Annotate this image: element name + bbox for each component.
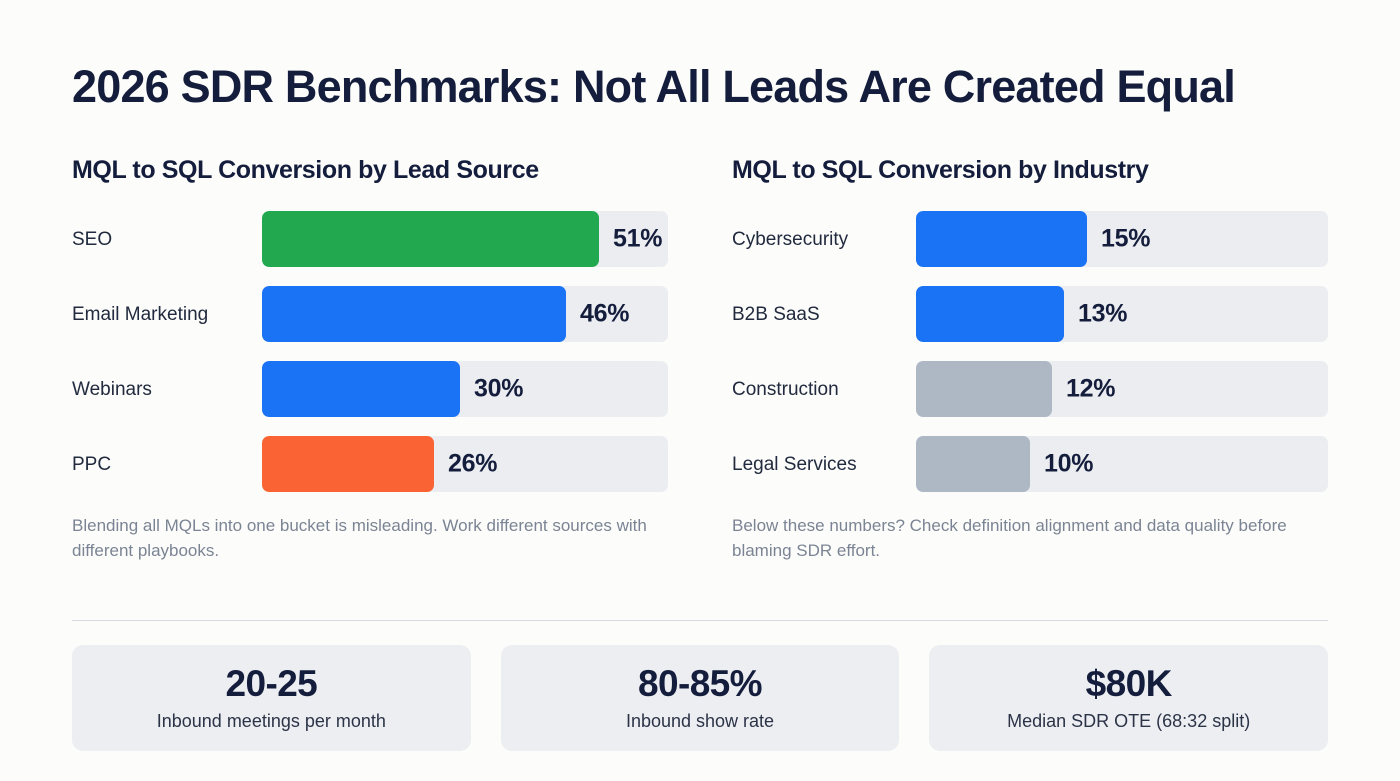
bar-category-label: Email Marketing (72, 303, 209, 325)
bar-fill (262, 211, 599, 268)
bar-track: 13% (916, 286, 1328, 343)
bar-track: 10% (916, 436, 1328, 493)
chart-industry: MQL to SQL Conversion by Industry Cybers… (732, 156, 1328, 562)
bar-row: Webinars 30% (72, 361, 668, 418)
bar-row: B2B SaaS 13% (732, 286, 1328, 343)
bar-row: Construction 12% (732, 361, 1328, 418)
bar-category-label: Cybersecurity (732, 228, 849, 250)
section-divider (72, 620, 1328, 621)
bar-track: 30% (262, 361, 668, 418)
bar-fill (916, 361, 1052, 418)
bar-fill (262, 361, 460, 418)
bar-fill (262, 436, 434, 493)
bar-category-label: Construction (732, 378, 839, 400)
bar-value-label: 10% (1044, 449, 1094, 478)
bar-track: 46% (262, 286, 668, 343)
stat-label: Inbound show rate (625, 710, 775, 731)
chart-lead-source: MQL to SQL Conversion by Lead Source SEO… (72, 156, 668, 562)
stat-label: Median SDR OTE (68:32 split) (1007, 710, 1251, 731)
bar-row: Email Marketing 46% (72, 286, 668, 343)
chart-title-industry: MQL to SQL Conversion by Industry (732, 156, 1149, 185)
bar-fill (916, 286, 1064, 343)
page-title: 2026 SDR Benchmarks: Not All Leads Are C… (72, 61, 1236, 112)
bar-row: PPC 26% (72, 436, 668, 493)
stat-card: $80K Median SDR OTE (68:32 split) (929, 645, 1329, 751)
bar-track: 15% (916, 211, 1328, 268)
bar-category-label: SEO (72, 228, 113, 250)
bar-category-label: PPC (72, 453, 112, 475)
bar-value-label: 30% (474, 374, 524, 403)
bar-track: 51% (262, 211, 668, 268)
charts-container: MQL to SQL Conversion by Lead Source SEO… (72, 156, 1328, 562)
stat-value: 20-25 (225, 662, 318, 704)
bar-fill (262, 286, 566, 343)
bar-fill (916, 436, 1030, 493)
bar-value-label: 51% (613, 224, 663, 253)
stat-card: 80-85% Inbound show rate (500, 645, 900, 751)
bar-value-label: 26% (448, 449, 498, 478)
stat-value: $80K (1085, 662, 1173, 704)
bar-category-label: B2B SaaS (732, 303, 820, 325)
chart-annotation-lead-source: Blending all MQLs into one bucket is mis… (72, 516, 647, 560)
bar-row: SEO 51% (72, 211, 668, 268)
bar-value-label: 12% (1066, 374, 1116, 403)
stat-value: 80-85% (638, 662, 763, 704)
stat-card: 20-25 Inbound meetings per month (72, 645, 471, 751)
chart-title-lead-source: MQL to SQL Conversion by Lead Source (72, 156, 539, 185)
bar-fill (916, 211, 1087, 268)
stat-cards-row: 20-25 Inbound meetings per month 80-85% … (72, 645, 1329, 751)
bar-track: 12% (916, 361, 1328, 418)
stat-label: Inbound meetings per month (156, 710, 386, 731)
bar-value-label: 46% (580, 299, 630, 328)
chart-annotation-industry: Below these numbers? Check definition al… (732, 516, 1287, 560)
bar-row: Cybersecurity 15% (732, 211, 1328, 268)
bar-category-label: Legal Services (732, 453, 857, 475)
bar-value-label: 15% (1101, 224, 1151, 253)
bar-value-label: 13% (1078, 299, 1128, 328)
bar-row: Legal Services 10% (732, 436, 1328, 493)
bar-category-label: Webinars (72, 378, 152, 400)
bar-track: 26% (262, 436, 668, 493)
